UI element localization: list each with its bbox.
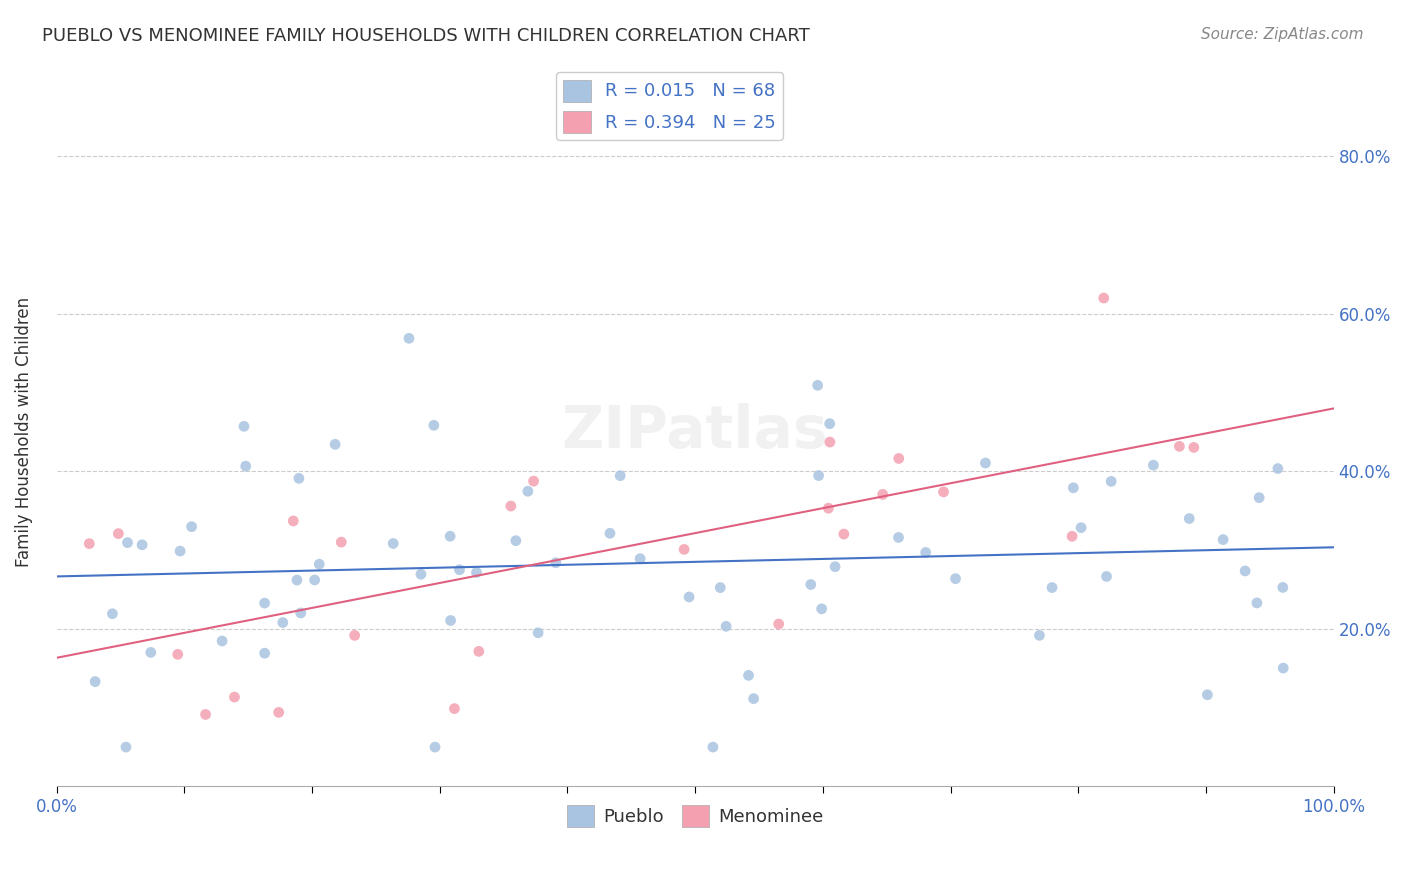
Point <box>709 581 731 595</box>
Point <box>872 487 894 501</box>
Point <box>290 606 312 620</box>
Point <box>194 707 217 722</box>
Point <box>84 674 107 689</box>
Point <box>235 459 257 474</box>
Point <box>283 514 305 528</box>
Point <box>224 690 246 704</box>
Point <box>673 542 696 557</box>
Point <box>628 551 651 566</box>
Point <box>1040 581 1063 595</box>
Point <box>609 468 631 483</box>
Point <box>807 468 830 483</box>
Point <box>233 419 256 434</box>
Point <box>398 331 420 345</box>
Point <box>1249 491 1271 505</box>
Point <box>1062 481 1084 495</box>
Point <box>702 740 724 755</box>
Point <box>253 596 276 610</box>
Point <box>382 536 405 550</box>
Point <box>516 484 538 499</box>
Text: Source: ZipAtlas.com: Source: ZipAtlas.com <box>1201 27 1364 42</box>
Point <box>115 740 138 755</box>
Text: PUEBLO VS MENOMINEE FAMILY HOUSEHOLDS WITH CHILDREN CORRELATION CHART: PUEBLO VS MENOMINEE FAMILY HOUSEHOLDS WI… <box>42 27 810 45</box>
Point <box>1271 581 1294 595</box>
Point <box>1267 461 1289 475</box>
Point <box>271 615 294 630</box>
Point <box>139 645 162 659</box>
Point <box>1246 596 1268 610</box>
Point <box>330 535 353 549</box>
Point <box>79 536 101 550</box>
Point <box>285 573 308 587</box>
Point <box>817 501 839 516</box>
Point <box>1272 661 1295 675</box>
Legend: Pueblo, Menominee: Pueblo, Menominee <box>560 797 831 834</box>
Point <box>678 590 700 604</box>
Point <box>824 559 846 574</box>
Point <box>1095 569 1118 583</box>
Point <box>304 573 326 587</box>
Point <box>1142 458 1164 473</box>
Point <box>465 566 488 580</box>
Point <box>169 544 191 558</box>
Point <box>117 535 139 549</box>
Point <box>343 628 366 642</box>
Point <box>974 456 997 470</box>
Point <box>439 614 461 628</box>
Point <box>1028 628 1050 642</box>
Point <box>914 545 936 559</box>
Point <box>443 701 465 715</box>
Point <box>742 691 765 706</box>
Point <box>1197 688 1219 702</box>
Text: ZIPatlas: ZIPatlas <box>562 403 828 460</box>
Point <box>101 607 124 621</box>
Point <box>737 668 759 682</box>
Point <box>499 499 522 513</box>
Point <box>932 484 955 499</box>
Point <box>211 634 233 648</box>
Point <box>945 572 967 586</box>
Point <box>818 435 841 450</box>
Point <box>131 538 153 552</box>
Point <box>439 529 461 543</box>
Point <box>107 526 129 541</box>
Point <box>887 451 910 466</box>
Point <box>1092 291 1115 305</box>
Point <box>1182 441 1205 455</box>
Point <box>714 619 737 633</box>
Point <box>768 617 790 632</box>
Point <box>523 474 546 488</box>
Point <box>544 556 567 570</box>
Y-axis label: Family Households with Children: Family Households with Children <box>15 297 32 567</box>
Point <box>1168 439 1191 453</box>
Point <box>505 533 527 548</box>
Point <box>423 740 446 755</box>
Point <box>1062 529 1084 543</box>
Point <box>800 577 823 591</box>
Point <box>807 378 830 392</box>
Point <box>527 625 550 640</box>
Point <box>810 602 832 616</box>
Point <box>1178 511 1201 525</box>
Point <box>832 527 855 541</box>
Point <box>468 644 491 658</box>
Point <box>288 471 311 485</box>
Point <box>323 437 346 451</box>
Point <box>1212 533 1234 547</box>
Point <box>887 531 910 545</box>
Point <box>423 418 446 433</box>
Point <box>1234 564 1257 578</box>
Point <box>449 563 471 577</box>
Point <box>267 706 290 720</box>
Point <box>409 567 432 582</box>
Point <box>599 526 621 541</box>
Point <box>818 417 841 431</box>
Point <box>166 648 188 662</box>
Point <box>1070 521 1092 535</box>
Point <box>180 519 202 533</box>
Point <box>308 557 330 571</box>
Point <box>253 646 276 660</box>
Point <box>1099 475 1122 489</box>
